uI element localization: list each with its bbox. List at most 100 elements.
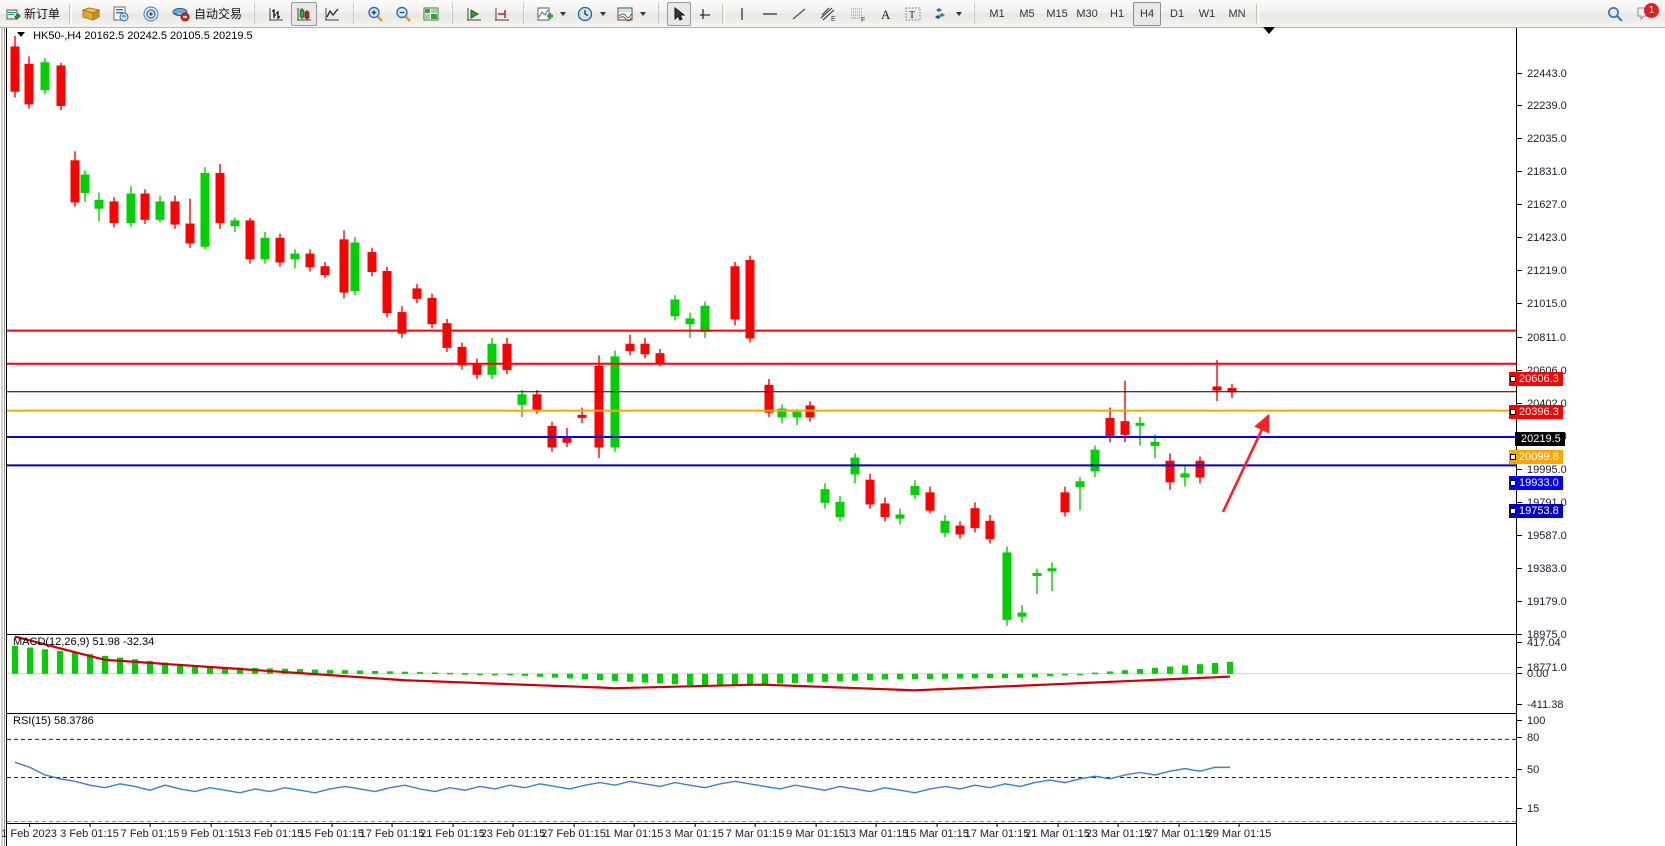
annotations-layer[interactable] (7, 28, 1517, 632)
auto-trading-button[interactable]: 自动交易 (167, 2, 246, 26)
add-indicator-button[interactable] (532, 2, 570, 26)
price-axis[interactable]: 22443.0 22239.0 22035.0 21831.0 21627.0 21423… (1509, 28, 1665, 846)
templates-icon (617, 7, 633, 21)
plot-frame[interactable]: HK50-,H4 20162.5 20242.5 20105.5 20219.5… (1, 27, 1517, 846)
hline-icon (763, 12, 778, 15)
trendline-button[interactable] (786, 2, 812, 26)
price-badge-support-level-1[interactable]: 19933.0 (1509, 476, 1563, 490)
chart-title-text: HK50-,H4 20162.5 20242.5 20105.5 20219.5 (33, 30, 253, 42)
zoom-out-button[interactable] (390, 2, 416, 26)
fibonacci-button[interactable]: F (844, 2, 872, 26)
level-handle-icon[interactable] (1510, 376, 1516, 382)
new-order-label: 新订单 (24, 7, 61, 21)
equidistant-channel-button[interactable]: E (814, 2, 842, 26)
rsi-pane[interactable]: RSI(15) 58.3786 (7, 713, 1517, 822)
signal-button[interactable] (137, 2, 165, 26)
folder-button[interactable] (77, 2, 105, 26)
timeframe-m15[interactable]: M15 (1046, 7, 1068, 20)
timeframe-m30[interactable]: M30 (1076, 7, 1098, 20)
time-label: 9 Feb 01:15 (181, 823, 240, 840)
text-icon: A (881, 7, 891, 22)
new-order-button[interactable]: 新订单 (1, 2, 64, 26)
shift-start-button[interactable] (461, 2, 487, 26)
time-label: 23 Mar 01:15 (1085, 823, 1151, 840)
line-chart-button[interactable] (319, 2, 345, 26)
candle (215, 163, 225, 229)
left-scroll-strip[interactable] (0, 28, 6, 846)
collapse-icon[interactable] (17, 32, 25, 37)
level-handle-icon[interactable] (1510, 480, 1516, 486)
time-label: 3 Feb 01:15 (60, 823, 119, 840)
macd-pane[interactable]: MACD(12,26,9) 51.98 -32.34 (7, 634, 1517, 711)
price-badge-current-price[interactable]: 20219.5 (1515, 432, 1565, 446)
candle (940, 514, 950, 538)
text-button[interactable]: A (874, 2, 898, 26)
templates-button[interactable] (612, 2, 650, 26)
candle (245, 217, 255, 264)
search-button[interactable] (1602, 2, 1628, 26)
time-label: 29 Mar 01:15 (1206, 823, 1272, 840)
price-badge-label: 20219.5 (1521, 433, 1561, 445)
time-label: 21 Mar 01:15 (1025, 823, 1090, 840)
period-button[interactable] (572, 2, 610, 26)
timeframe-mn[interactable]: MN (1228, 7, 1246, 20)
bar-chart-icon (269, 7, 284, 20)
crosshair-button[interactable] (693, 2, 717, 26)
objects-button[interactable] (928, 2, 966, 26)
horizontal-levels (7, 329, 1517, 467)
macd-histogram-bar (117, 657, 123, 674)
timeframe-m1[interactable]: M1 (989, 7, 1005, 20)
bullish-arrow[interactable] (1221, 413, 1270, 513)
zoom-in-button[interactable] (362, 2, 388, 26)
macd-histogram-bar (642, 673, 648, 683)
autoscroll-marker[interactable] (1263, 27, 1275, 34)
label-button[interactable]: T (900, 2, 926, 26)
price-badge-resistance-level-1[interactable]: 20606.3 (1509, 372, 1563, 386)
bar-chart-button[interactable] (263, 2, 289, 26)
shift-end-button[interactable] (489, 2, 515, 26)
vertical-line-button[interactable] (730, 2, 754, 26)
chevron-down-icon[interactable] (560, 11, 567, 16)
macd-histogram-bar (1107, 671, 1113, 674)
price-tick: 19587.0 (1517, 530, 1567, 542)
candle (880, 497, 890, 522)
level-handle-icon[interactable] (1510, 454, 1516, 460)
price-badge-support-level-2[interactable]: 19753.8 (1509, 504, 1563, 518)
candle (1195, 456, 1205, 484)
timeframe-w1[interactable]: W1 (1198, 7, 1216, 20)
time-label: 21 Feb 01:15 (420, 823, 485, 840)
grid-button[interactable] (418, 2, 444, 26)
price-tick: 19179.0 (1517, 596, 1567, 608)
candle (610, 350, 620, 452)
chevron-down-icon[interactable] (640, 11, 647, 16)
level-handle-icon[interactable] (1510, 508, 1516, 514)
macd-histogram-bar (432, 672, 438, 674)
level-handle-icon[interactable] (1510, 409, 1516, 415)
candle (80, 170, 90, 202)
candlestick-chart-button[interactable] (291, 1, 318, 26)
svg-text:F: F (861, 17, 865, 23)
price-badge-resistance-level-2[interactable]: 20396.3 (1509, 405, 1563, 419)
macd-histogram-bar (1017, 673, 1023, 678)
timeframe-h4[interactable]: H4 (1133, 1, 1162, 26)
horizontal-line-button[interactable] (756, 2, 784, 26)
notifications-button[interactable]: 1 (1631, 2, 1659, 26)
price-tick: 21627.0 (1517, 199, 1567, 211)
cursor-button[interactable] (667, 1, 692, 26)
macd-signal-line (14, 635, 1231, 692)
macd-histogram-bar (1227, 661, 1233, 674)
macd-histogram-bar (882, 673, 888, 680)
price-badge-pivot-level[interactable]: 20099.8 (1509, 450, 1563, 464)
price-pane[interactable]: HK50-,H4 20162.5 20242.5 20105.5 20219.5 (7, 27, 1517, 632)
chevron-down-icon[interactable] (956, 11, 963, 16)
time-axis[interactable]: 1 Feb 2023 3 Feb 01:15 7 Feb 01:15 9 Feb 01… (1, 823, 1516, 846)
chevron-down-icon[interactable] (600, 11, 607, 16)
timeframe-h1[interactable]: H1 (1110, 7, 1125, 20)
macd-histogram-bar (372, 670, 378, 674)
profile-button[interactable] (107, 2, 135, 26)
macd-histogram-bar (957, 673, 963, 679)
vline-icon (741, 7, 743, 20)
chart-area[interactable]: HK50-,H4 20162.5 20242.5 20105.5 20219.5… (0, 27, 1665, 846)
timeframe-m5[interactable]: M5 (1019, 7, 1035, 20)
timeframe-d1[interactable]: D1 (1170, 7, 1185, 20)
